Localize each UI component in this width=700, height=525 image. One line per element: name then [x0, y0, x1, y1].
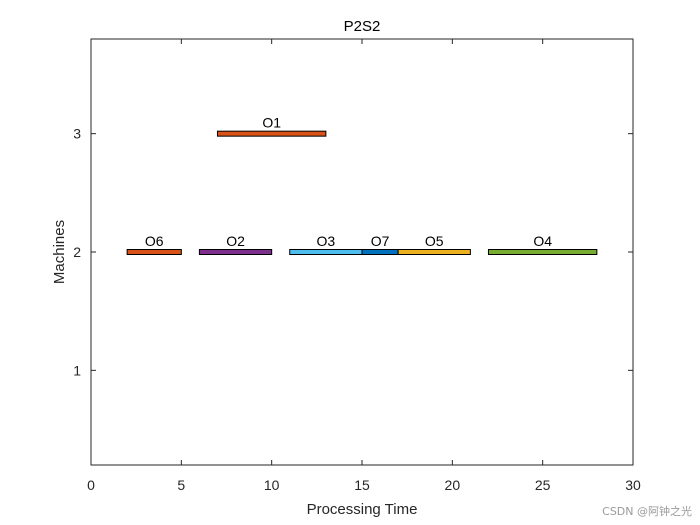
x-tick-label: 5	[177, 477, 185, 493]
chart-title: P2S2	[344, 18, 381, 35]
x-axis: 0 5 10 15 20 25 30	[87, 39, 641, 493]
bar-label: O6	[145, 233, 164, 249]
x-tick-label: 25	[535, 477, 551, 493]
y-tick-label: 2	[73, 244, 81, 260]
bar-label: O4	[533, 233, 552, 249]
bar-o3	[289, 249, 363, 255]
y-tick-label: 1	[73, 362, 81, 378]
y-tick-label: 3	[73, 126, 81, 142]
x-tick-label: 15	[354, 477, 370, 493]
bar-o2	[198, 249, 273, 255]
watermark-text: CSDN @阿钟之光	[602, 505, 692, 518]
y-axis: 1 2 3	[73, 126, 633, 378]
x-tick-label: 20	[445, 477, 461, 493]
bar-label: O5	[425, 233, 444, 249]
x-tick-label: 10	[264, 477, 280, 493]
bar-label: O3	[317, 233, 336, 249]
y-axis-label: Machines	[51, 220, 68, 284]
bar-o4	[487, 249, 598, 255]
bar-o5	[397, 249, 471, 255]
bars-layer: O1 O6 O2 O3 O7 O5 O4	[126, 115, 598, 255]
bar-o1	[216, 130, 327, 137]
bar-o7	[361, 249, 399, 255]
bar-label: O2	[226, 233, 245, 249]
x-tick-label: 0	[87, 477, 95, 493]
bar-label: O1	[262, 115, 281, 131]
x-tick-label: 30	[625, 477, 641, 493]
bar-o6	[126, 249, 182, 255]
bar-label: O7	[371, 233, 390, 249]
x-axis-label: Processing Time	[307, 501, 418, 518]
